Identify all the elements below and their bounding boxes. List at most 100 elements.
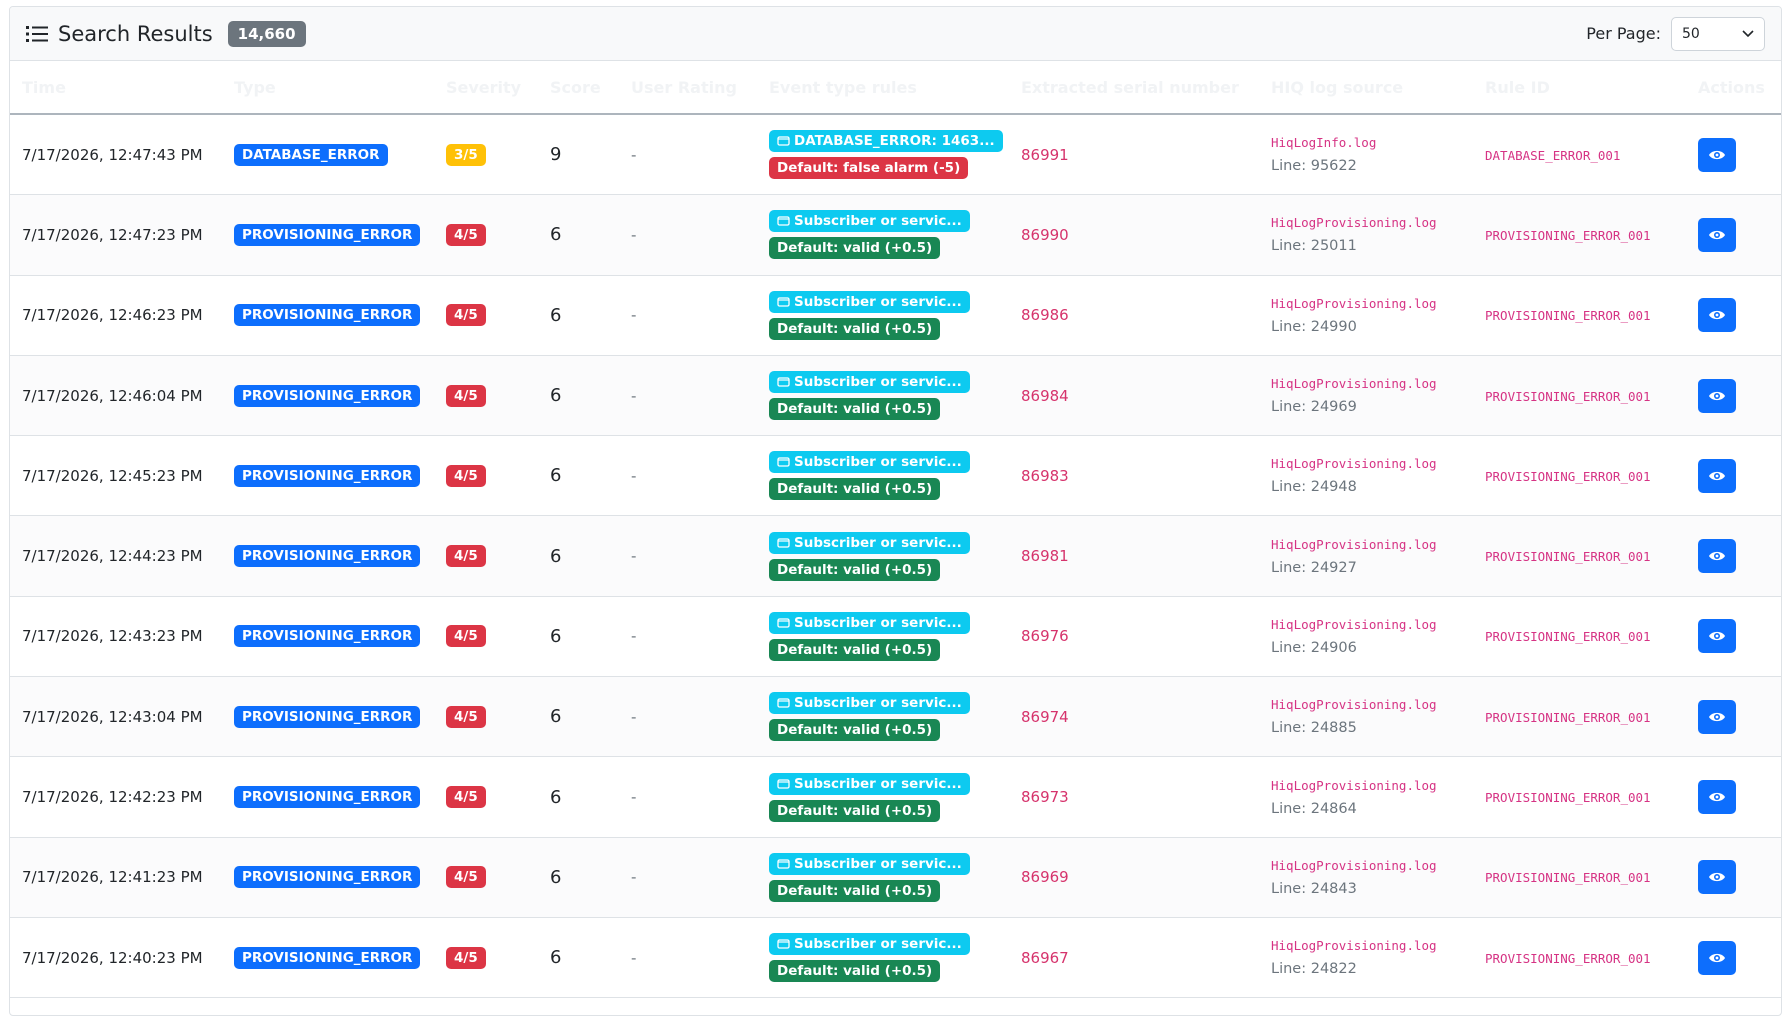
rule-text: Default: valid (+0.5) [777,401,933,418]
column-header: Time [22,77,66,97]
score: 9 [550,144,562,166]
rule-badge: Subscriber or servic... [769,210,970,233]
rules-cell: Subscriber or servic... Default: valid (+… [769,451,970,501]
score: 6 [550,385,562,407]
type-badge: PROVISIONING_ERROR [234,625,421,648]
log-line: Line: 24990 [1271,318,1357,335]
severity-cell: 4/5 [446,866,486,889]
view-button[interactable] [1698,137,1736,172]
view-button[interactable] [1698,217,1736,252]
rule-badge: Subscriber or servic... [769,933,970,956]
view-button[interactable] [1698,378,1736,413]
time: 7/17/2026, 12:44:23 PM [22,547,203,566]
score-cell: 6 [550,385,561,406]
type-badge: DATABASE_ERROR [234,143,388,166]
time-cell: 7/17/2026, 12:46:23 PM [22,306,203,324]
view-button[interactable] [1698,699,1736,734]
severity-cell: 4/5 [446,304,486,327]
view-button[interactable] [1698,780,1736,815]
chevron [1742,29,1754,37]
type-cell: PROVISIONING_ERROR [234,304,421,327]
type-badge: PROVISIONING_ERROR [234,223,421,246]
log-line: Line: 24906 [1271,639,1357,656]
actions-cell [1698,619,1736,654]
view-button[interactable] [1698,458,1736,493]
type-badge: PROVISIONING_ERROR [234,946,421,969]
log-file: HiqLogProvisioning.log [1271,616,1437,632]
rule-text: Subscriber or servic... [794,936,962,953]
view-button[interactable] [1698,619,1736,654]
eye-icon [1709,311,1725,320]
rule-text: Subscriber or servic... [794,454,962,471]
type-badge: PROVISIONING_ERROR [234,545,421,568]
serial-cell: 86983 [1021,467,1069,485]
eye-icon [1709,230,1725,240]
time: 7/17/2026, 12:43:23 PM [22,627,203,646]
severity-badge: 4/5 [446,304,486,327]
eye-icon [1709,712,1725,721]
type-badge: PROVISIONING_ERROR [234,304,421,327]
actions-cell [1698,378,1736,413]
serial: 86984 [1021,386,1069,405]
log-line: Line: 24885 [1271,720,1357,737]
rule-badge: DATABASE_ERROR: 1463... [769,130,1003,153]
result-row: 7/17/2026, 12:42:23 PM PROVISIONING_ERROR… [10,757,1781,838]
rule-badge: Default: valid (+0.5) [769,558,941,581]
rule-id-cell: PROVISIONING_ERROR_001 [1485,627,1651,645]
rule-badge: Default: valid (+0.5) [769,478,941,501]
time: 7/17/2026, 12:45:23 PM [22,466,203,485]
serial-cell: 86986 [1021,306,1069,324]
rules-cell: Subscriber or servic... Default: valid (+… [769,531,970,581]
rule-badge: Subscriber or servic... [769,451,970,474]
result-row: 7/17/2026, 12:43:23 PM PROVISIONING_ERROR… [10,597,1781,678]
view-button[interactable] [1698,298,1736,333]
severity-cell: 4/5 [446,384,486,407]
result-row: 7/17/2026, 12:43:04 PM PROVISIONING_ERROR… [10,677,1781,758]
rule-badge: Default: valid (+0.5) [769,398,941,421]
column-header: Event type rules [769,77,917,97]
per-page-select[interactable]: 50 [1671,16,1765,51]
per-page-label: Per Page: [1586,24,1661,43]
rule-badge: Default: valid (+0.5) [769,960,941,983]
folder-icon [777,136,790,146]
view-button[interactable] [1698,940,1736,975]
folder-icon [777,457,790,467]
result-row: 7/17/2026, 12:45:23 PM PROVISIONING_ERROR… [10,436,1781,517]
rule-badge: Subscriber or servic... [769,611,970,634]
rules-cell: Subscriber or servic... Default: valid (+… [769,210,970,260]
severity-badge: 4/5 [446,705,486,728]
view-button[interactable] [1698,860,1736,895]
type-cell: PROVISIONING_ERROR [234,946,421,969]
rule-text: DATABASE_ERROR: 1463... [794,133,995,150]
count-badge: 14,660 [227,20,306,47]
severity-cell: 4/5 [446,545,486,568]
result-row: 7/17/2026, 12:46:04 PM PROVISIONING_ERROR… [10,355,1781,437]
rating-cell: - [631,226,636,244]
rule-id: PROVISIONING_ERROR_001 [1485,709,1651,725]
type-cell: PROVISIONING_ERROR [234,625,421,648]
log-cell: HiqLogProvisioning.log Line: 24885 [1271,697,1437,736]
column-header: Extracted serial number [1021,77,1239,97]
folder-icon [777,778,790,789]
time: 7/17/2026, 12:43:04 PM [22,707,203,726]
log-file: HiqLogProvisioning.log [1271,536,1437,552]
score-cell: 6 [550,947,561,968]
severity-badge: 4/5 [446,866,486,889]
time: 7/17/2026, 12:40:23 PM [22,948,203,967]
log-line: Line: 24948 [1271,479,1357,496]
time-cell: 7/17/2026, 12:46:04 PM [22,387,203,405]
score: 6 [550,224,562,246]
actions-cell [1698,137,1736,172]
serial-cell: 86974 [1021,708,1069,726]
type-cell: PROVISIONING_ERROR [234,464,421,487]
score-cell: 6 [550,626,561,647]
log-file: HiqLogProvisioning.log [1271,456,1437,472]
rules-cell: Subscriber or servic... Default: valid (+… [769,852,970,902]
severity-cell: 4/5 [446,464,486,487]
user-rating: - [631,707,637,726]
log-cell: HiqLogProvisioning.log Line: 25011 [1271,215,1437,254]
rule-id: PROVISIONING_ERROR_001 [1485,549,1651,565]
serial-cell: 86976 [1021,627,1069,645]
time-cell: 7/17/2026, 12:47:43 PM [22,146,203,164]
view-button[interactable] [1698,539,1736,574]
